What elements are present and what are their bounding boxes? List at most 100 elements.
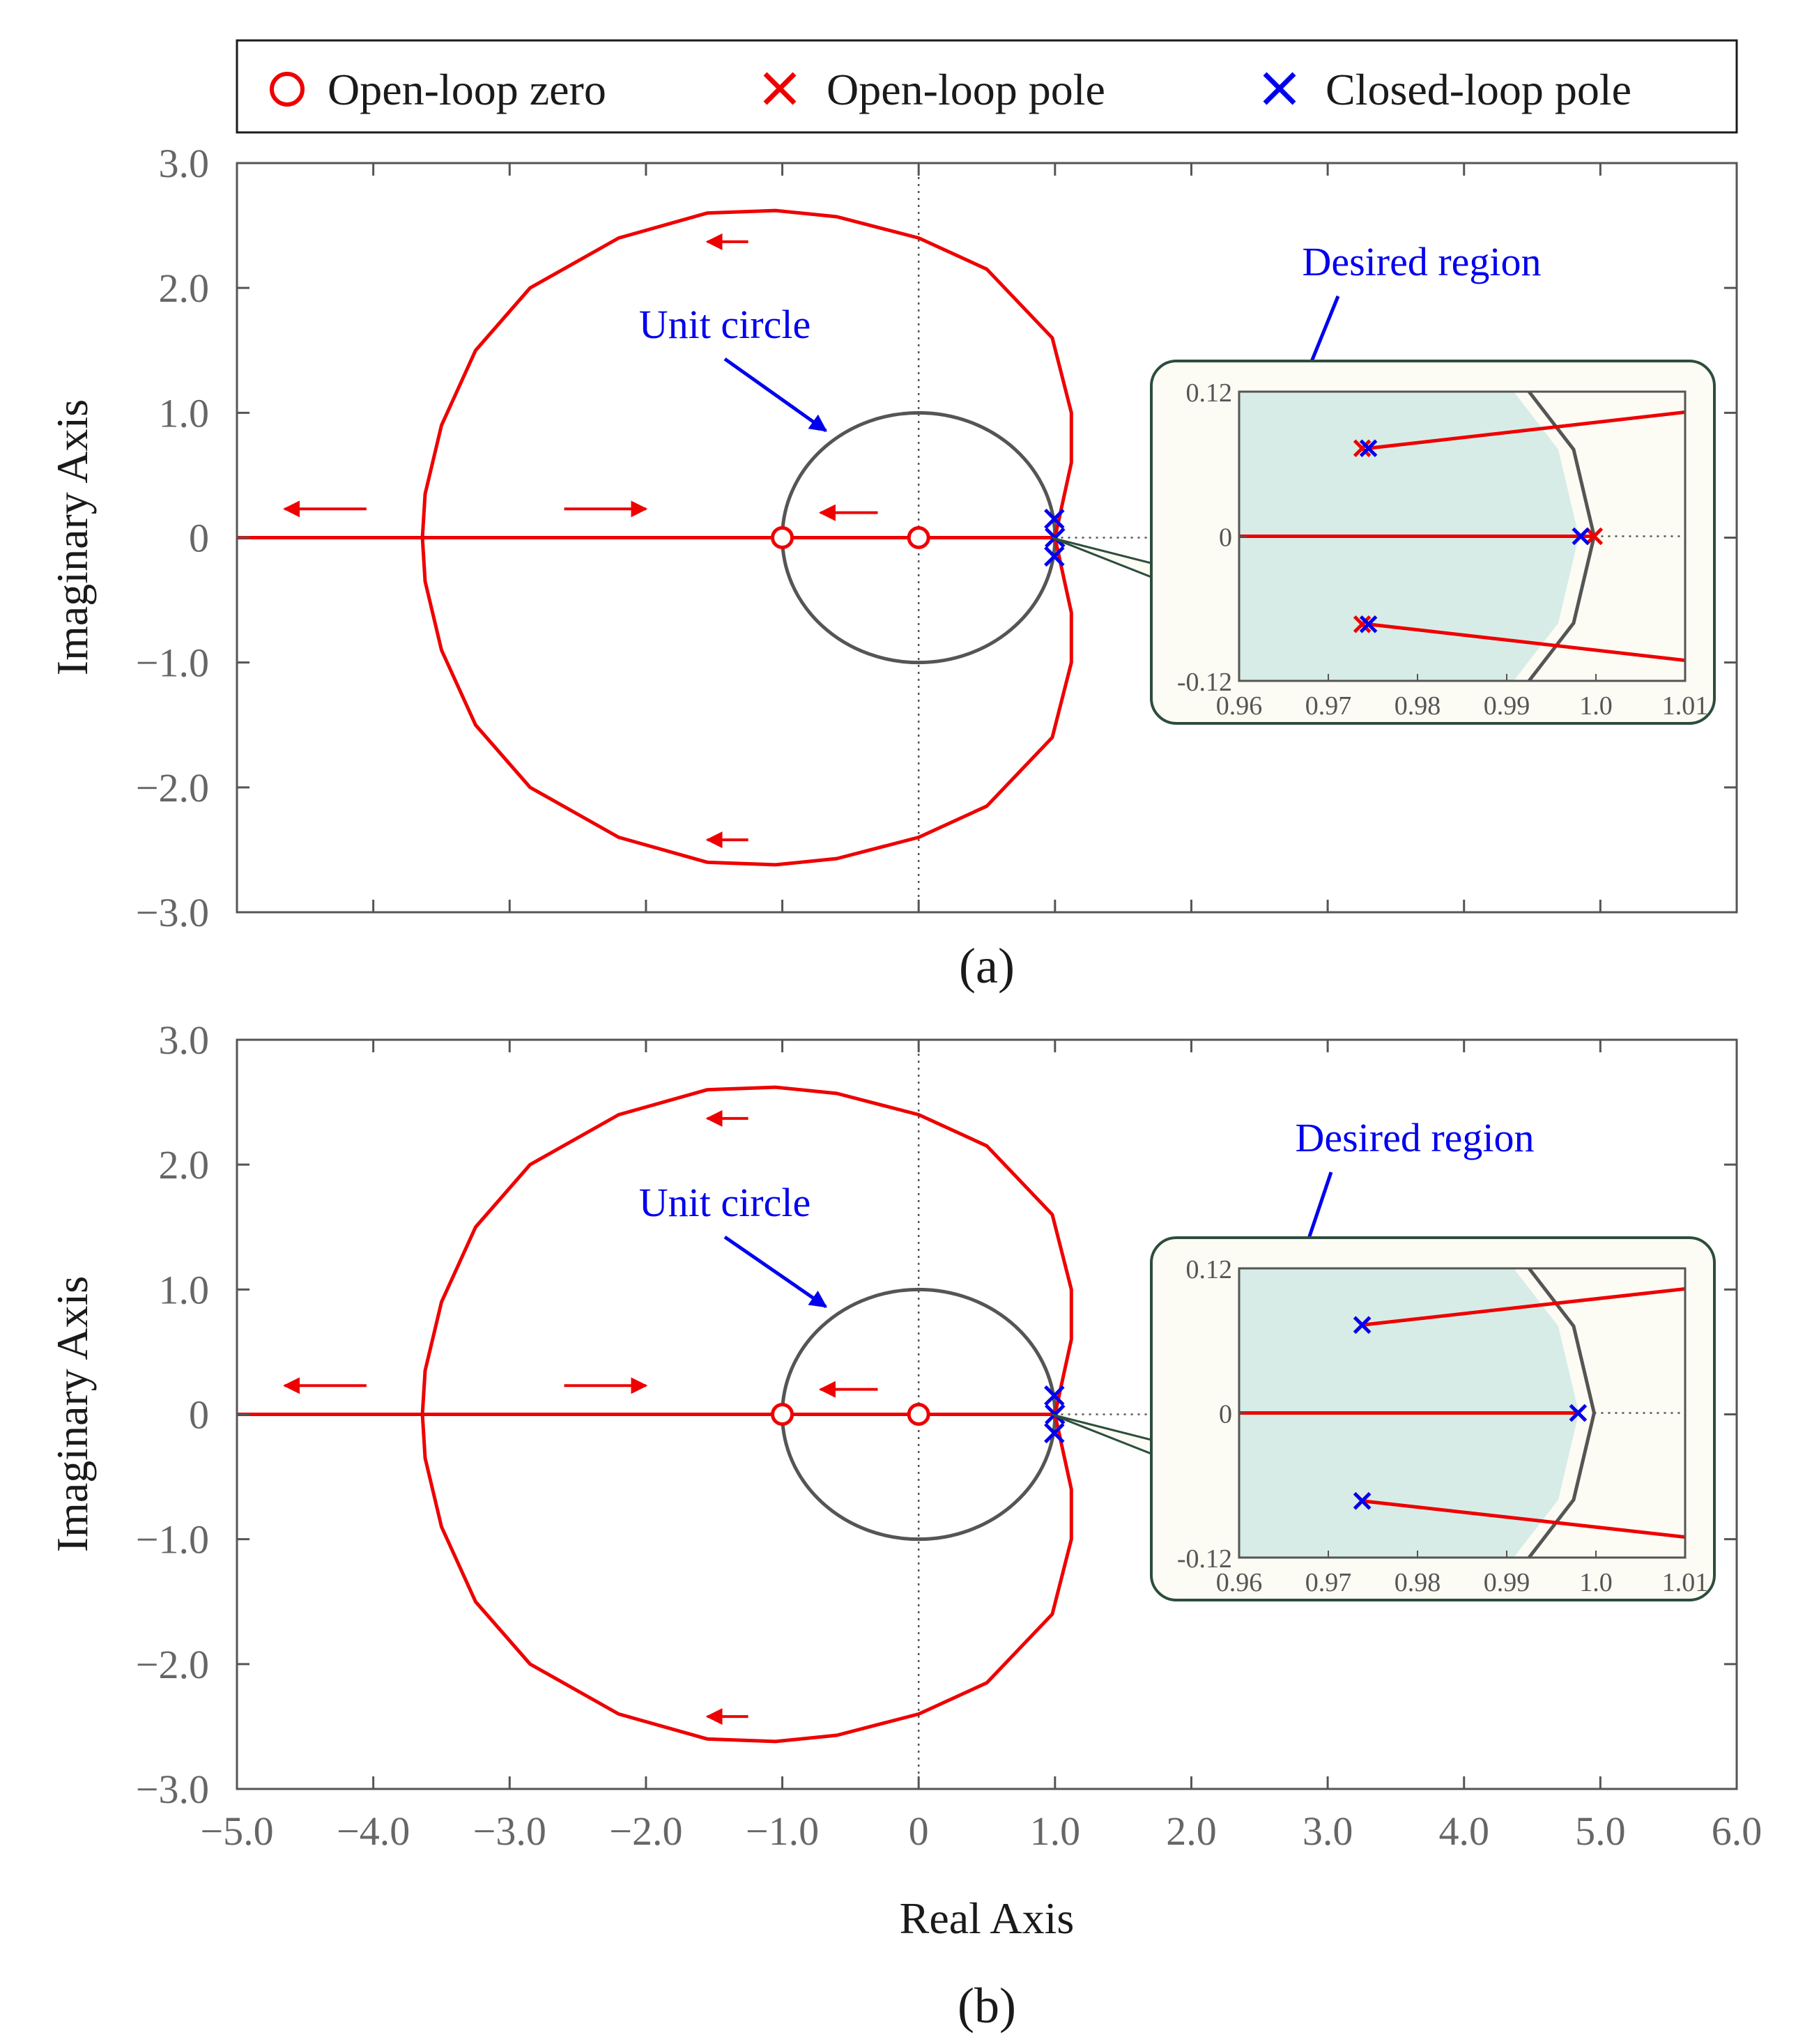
legend-item-open-loop-zero: Open-loop zero bbox=[270, 65, 606, 114]
open-loop-zero-marker bbox=[771, 526, 794, 549]
legend-item-open-loop-pole: Open-loop pole bbox=[763, 65, 1105, 114]
inset-open-loop-pole-marker bbox=[1353, 439, 1372, 458]
x-tick-label: −2.0 bbox=[609, 1808, 682, 1854]
y-tick-label: −1.0 bbox=[136, 1517, 209, 1562]
inset-x-tick-label: 0.99 bbox=[1484, 691, 1530, 721]
inset-x-tick-label: 1.01 bbox=[1662, 1568, 1709, 1597]
panel-a-annotations: Unit circle Desired region bbox=[639, 239, 1542, 436]
y-tick-label: −3.0 bbox=[136, 890, 209, 935]
inset-y-tick-label: 0 bbox=[1219, 1400, 1232, 1429]
panel-b-direction-arrows bbox=[283, 1109, 878, 1726]
x-tick-label: −4.0 bbox=[337, 1808, 410, 1854]
closed-loop-pole-marker bbox=[1044, 546, 1065, 567]
panel-b-markers bbox=[771, 1385, 1066, 1444]
inset-unit-circle-edge bbox=[1528, 1267, 1596, 1559]
inset-locus-branch bbox=[1362, 1499, 1686, 1539]
y-tick-label: −2.0 bbox=[136, 765, 209, 810]
inset-x-tick-label: 0.97 bbox=[1305, 691, 1352, 721]
panel-a-ylabel: Imaginary Axis bbox=[47, 399, 97, 675]
panel-b-xlabel: Real Axis bbox=[900, 1893, 1075, 1943]
inset-y-tick-label: 0 bbox=[1219, 523, 1232, 553]
inset-x-tick-label: 0.98 bbox=[1395, 691, 1441, 721]
inset-y-tick-label: 0.12 bbox=[1186, 378, 1233, 408]
y-tick-label: 0 bbox=[189, 516, 209, 561]
desired-region-annotation: Desired region bbox=[1302, 239, 1541, 284]
y-tick-label: 2.0 bbox=[159, 266, 210, 311]
inset-open-loop-pole-marker bbox=[1353, 615, 1372, 633]
panel-b-ticks: −5.0 −4.0 −3.0 −2.0 −1.0 0 1.0 2.0 3.0 4.0 5.0 6.0 3… bbox=[136, 1017, 1762, 1854]
y-tick-label: 3.0 bbox=[159, 1017, 210, 1063]
x-tick-label: 2.0 bbox=[1166, 1808, 1217, 1854]
inset-x-tick-label: 1.0 bbox=[1579, 691, 1613, 721]
unit-circle-annotation: Unit circle bbox=[639, 302, 811, 347]
x-tick-label: 4.0 bbox=[1438, 1808, 1489, 1854]
y-tick-label: 2.0 bbox=[159, 1142, 210, 1188]
x-tick-label: 5.0 bbox=[1575, 1808, 1626, 1854]
desired-region-annotation: Desired region bbox=[1295, 1115, 1534, 1160]
legend-red-cross-marker-icon bbox=[763, 72, 797, 105]
open-loop-zero-marker bbox=[907, 1403, 930, 1426]
inset-x-tick-label: 0.97 bbox=[1305, 1568, 1352, 1597]
panel-b-reference-lines bbox=[782, 1040, 1151, 1789]
panel-b-inset: 0.96 0.97 0.98 0.99 1.0 1.01 0.12 0 -0.12 bbox=[1052, 1236, 1716, 1601]
panel-a-direction-arrows bbox=[283, 233, 878, 849]
inset-closed-loop-pole-marker bbox=[1353, 1316, 1372, 1335]
panel-b: −5.0 −4.0 −3.0 −2.0 −1.0 0 1.0 2.0 3.0 4.0 5.0 6.0 3… bbox=[47, 1017, 1762, 2034]
inset-closed-loop-pole-marker bbox=[1569, 1404, 1588, 1422]
inset-closed-loop-pole-marker bbox=[1353, 1491, 1372, 1510]
x-tick-label: 6.0 bbox=[1712, 1808, 1762, 1854]
closed-loop-pole-marker bbox=[1044, 508, 1065, 530]
y-tick-label: −3.0 bbox=[136, 1767, 209, 1812]
legend-box bbox=[236, 39, 1738, 134]
x-tick-label: 1.0 bbox=[1030, 1808, 1081, 1854]
annotation-arrow bbox=[723, 1235, 828, 1309]
inset-x-tick-label: 0.96 bbox=[1216, 1568, 1263, 1597]
inset-open-loop-pole-marker bbox=[1585, 527, 1604, 546]
legend: Open-loop zero Open-loop pole Closed-loo… bbox=[236, 39, 1738, 134]
panel-a-ticks: 3.0 2.0 1.0 0 −1.0 −2.0 −3.0 bbox=[136, 141, 1738, 935]
annotation-arrow bbox=[723, 357, 828, 433]
legend-blue-cross-marker-icon bbox=[1263, 72, 1296, 105]
panel-b-ylabel: Imaginary Axis bbox=[47, 1276, 97, 1552]
panel-a-markers bbox=[771, 508, 1066, 567]
inset-closed-loop-pole-marker bbox=[1359, 439, 1378, 458]
x-tick-label: 3.0 bbox=[1303, 1808, 1353, 1854]
closed-loop-pole-marker bbox=[1044, 1422, 1065, 1444]
inset-locus-branch bbox=[1362, 1286, 1686, 1327]
x-tick-label: −1.0 bbox=[746, 1808, 819, 1854]
y-tick-label: −1.0 bbox=[136, 640, 209, 686]
y-tick-label: 0 bbox=[189, 1392, 209, 1438]
open-loop-zero-marker bbox=[907, 526, 930, 549]
inset-locus-branch bbox=[1368, 622, 1686, 663]
legend-circle-marker-icon bbox=[270, 72, 305, 107]
unit-circle-annotation: Unit circle bbox=[639, 1180, 811, 1225]
inset-x-tick-label: 0.96 bbox=[1216, 691, 1263, 721]
inset-x-tick-label: 0.98 bbox=[1395, 1568, 1441, 1597]
inset-closed-loop-pole-marker bbox=[1359, 615, 1378, 633]
y-tick-label: 1.0 bbox=[159, 390, 210, 436]
x-tick-label: 0 bbox=[909, 1808, 929, 1854]
inset-x-tick-label: 0.99 bbox=[1484, 1568, 1530, 1597]
x-tick-label: −3.0 bbox=[473, 1808, 546, 1854]
panel-b-caption: (b) bbox=[958, 1978, 1016, 2034]
panel-a-inset: 0.96 0.97 0.98 0.99 1.0 1.01 0.12 0 -0.12 bbox=[1052, 360, 1716, 725]
inset-locus-branch bbox=[1368, 410, 1686, 450]
inset-closed-loop-pole-marker bbox=[1572, 527, 1590, 546]
panel-a: 3.0 2.0 1.0 0 −1.0 −2.0 −3.0 Imaginary Axis Un… bbox=[47, 141, 1738, 994]
inset-x-tick-label: 1.01 bbox=[1662, 691, 1709, 721]
x-tick-label: −5.0 bbox=[200, 1808, 273, 1854]
inset-y-tick-label: -0.12 bbox=[1177, 668, 1232, 697]
closed-loop-pole-marker bbox=[1044, 1385, 1065, 1406]
legend-label-open-loop-pole: Open-loop pole bbox=[827, 65, 1105, 114]
legend-label-closed-loop-pole: Closed-loop pole bbox=[1326, 65, 1631, 114]
y-tick-label: 1.0 bbox=[159, 1267, 210, 1312]
inset-y-tick-label: 0.12 bbox=[1186, 1255, 1233, 1284]
inset-y-tick-label: -0.12 bbox=[1177, 1544, 1232, 1574]
legend-item-closed-loop-pole: Closed-loop pole bbox=[1263, 65, 1631, 114]
panel-a-reference-lines bbox=[782, 163, 1151, 912]
panel-a-caption: (a) bbox=[959, 938, 1015, 994]
inset-x-tick-label: 1.0 bbox=[1579, 1568, 1613, 1597]
y-tick-label: 3.0 bbox=[159, 141, 210, 186]
legend-label-open-loop-zero: Open-loop zero bbox=[328, 65, 606, 114]
